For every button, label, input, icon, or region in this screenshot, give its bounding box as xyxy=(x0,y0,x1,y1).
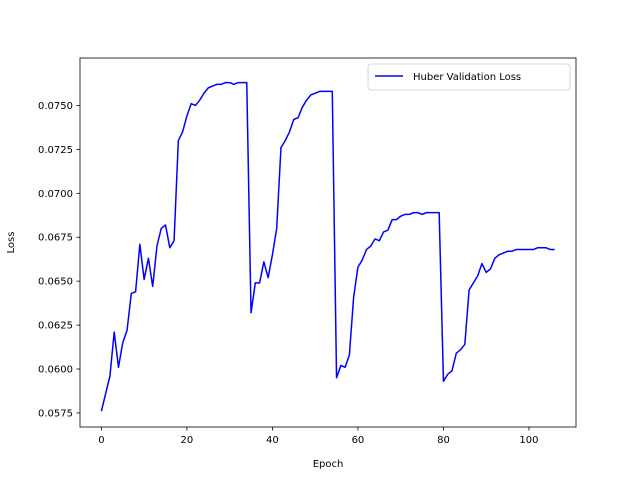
y-tick-label: 0.0600 xyxy=(38,365,73,376)
plot-area xyxy=(80,58,576,427)
legend-label: Huber Validation Loss xyxy=(413,72,521,83)
y-axis-label: Loss xyxy=(6,232,17,254)
y-axis: 0.0575 0.0600 0.0625 0.0650 0.0675 0.0700 0.07… xyxy=(38,101,80,419)
legend: Huber Validation Loss xyxy=(367,63,571,91)
x-axis: 0 20 40 60 80 100 xyxy=(98,427,539,446)
y-tick-label: 0.0650 xyxy=(38,277,73,288)
y-tick-label: 0.0625 xyxy=(38,321,73,332)
y-tick-label: 0.0725 xyxy=(38,145,73,156)
x-tick-label: 100 xyxy=(519,435,538,446)
x-axis-label: Epoch xyxy=(313,459,344,470)
y-tick-label: 0.0675 xyxy=(38,233,73,244)
y-tick-label: 0.0575 xyxy=(38,408,73,419)
y-tick-label: 0.0700 xyxy=(38,189,73,200)
y-tick-label: 0.0750 xyxy=(38,101,73,112)
x-tick-label: 20 xyxy=(181,435,194,446)
plot-frame xyxy=(79,57,577,428)
x-tick-label: 60 xyxy=(352,435,365,446)
x-tick-label: 40 xyxy=(266,435,279,446)
legend-box xyxy=(367,63,571,91)
x-tick-label: 80 xyxy=(437,435,450,446)
x-tick-label: 0 xyxy=(98,435,104,446)
huber-validation-loss-line xyxy=(100,81,555,412)
